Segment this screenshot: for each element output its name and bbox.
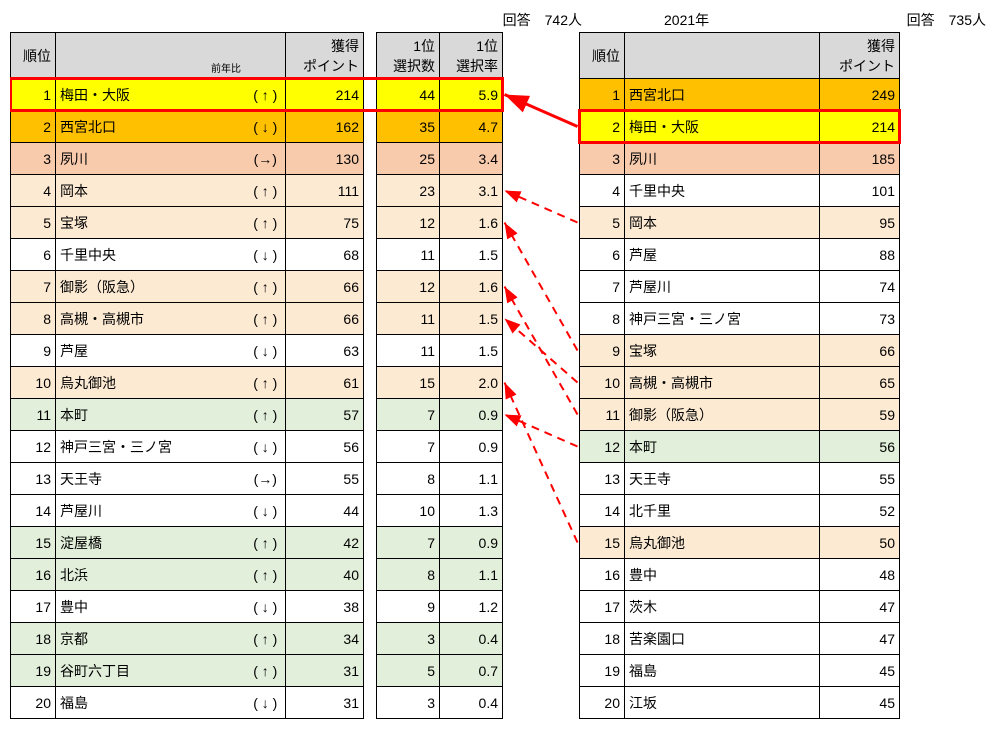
table-row: 13天王寺55 (580, 463, 900, 495)
table-row: 17豊中( ↓ )38 (11, 591, 364, 623)
left-response-count: 回答 742人 (420, 10, 586, 30)
table-row: 4千里中央101 (580, 175, 900, 207)
left-selection-table: 1位選択数 1位選択率 445.9354.7253.4233.1121.6111… (376, 32, 503, 719)
table-row: 19谷町六丁目( ↑ )31 (11, 655, 364, 687)
table-row: 121.6 (377, 271, 503, 303)
table-row: 8高槻・高槻市( ↑ )66 (11, 303, 364, 335)
table-row: 5宝塚( ↑ )75 (11, 207, 364, 239)
table-row: 3夙川185 (580, 143, 900, 175)
table-row: 9芦屋( ↓ )63 (11, 335, 364, 367)
table-row: 70.9 (377, 431, 503, 463)
table-row: 70.9 (377, 399, 503, 431)
table-row: 4岡本( ↑ )111 (11, 175, 364, 207)
table-row: 17茨木47 (580, 591, 900, 623)
table-row: 20江坂45 (580, 687, 900, 719)
col-points: 獲得ポイント (286, 33, 364, 79)
table-row: 70.9 (377, 527, 503, 559)
table-row: 121.6 (377, 207, 503, 239)
table-row: 15淀屋橋( ↑ )42 (11, 527, 364, 559)
table-row: 2西宮北口( ↓ )162 (11, 111, 364, 143)
col-sel-rate: 1位選択率 (440, 33, 503, 79)
table-row: 1西宮北口249 (580, 79, 900, 111)
table-row: 6芦屋88 (580, 239, 900, 271)
table-row: 15烏丸御池50 (580, 527, 900, 559)
col-rank-r: 順位 (580, 33, 625, 79)
col-points-r: 獲得ポイント (820, 33, 900, 79)
table-row: 445.9 (377, 79, 503, 111)
table-row: 8神戸三宮・三ノ宮73 (580, 303, 900, 335)
table-row: 50.7 (377, 655, 503, 687)
table-row: 11本町( ↑ )57 (11, 399, 364, 431)
table-row: 14芦屋川( ↓ )44 (11, 495, 364, 527)
right-response-count: 回答 735人 (860, 10, 990, 30)
table-row: 2梅田・大阪214 (580, 111, 900, 143)
col-sel-count: 1位選択数 (377, 33, 440, 79)
table-row: 12本町56 (580, 431, 900, 463)
header-labels: 回答 742人 2021年 回答 735人 (10, 10, 990, 30)
table-row: 9宝塚66 (580, 335, 900, 367)
table-row: 3夙川(→)130 (11, 143, 364, 175)
col-name-sub: 前年比 (211, 60, 241, 75)
table-row: 14北千里52 (580, 495, 900, 527)
table-row: 30.4 (377, 623, 503, 655)
table-row: 111.5 (377, 335, 503, 367)
table-row: 10高槻・高槻市65 (580, 367, 900, 399)
col-rank: 順位 (11, 33, 56, 79)
table-row: 233.1 (377, 175, 503, 207)
table-row: 6千里中央( ↓ )68 (11, 239, 364, 271)
right-ranking-table: 順位 獲得ポイント 1西宮北口2492梅田・大阪2143夙川1854千里中央10… (579, 32, 900, 719)
table-row: 7御影（阪急）( ↑ )66 (11, 271, 364, 303)
table-row: 20福島( ↓ )31 (11, 687, 364, 719)
table-row: 19福島45 (580, 655, 900, 687)
table-row: 81.1 (377, 559, 503, 591)
table-row: 11御影（阪急）59 (580, 399, 900, 431)
table-row: 101.3 (377, 495, 503, 527)
table-row: 10烏丸御池( ↑ )61 (11, 367, 364, 399)
left-ranking-table: 順位 前年比 獲得ポイント 1梅田・大阪( ↑ )2142西宮北口( ↓ )16… (10, 32, 364, 719)
table-row: 81.1 (377, 463, 503, 495)
ranking-comparison: 回答 742人 2021年 回答 735人 順位 前年比 獲得ポイント 1梅田・… (10, 10, 990, 719)
table-row: 18苦楽園口47 (580, 623, 900, 655)
table-row: 12神戸三宮・三ノ宮( ↓ )56 (11, 431, 364, 463)
table-row: 30.4 (377, 687, 503, 719)
table-row: 16豊中48 (580, 559, 900, 591)
table-row: 18京都( ↑ )34 (11, 623, 364, 655)
table-row: 111.5 (377, 303, 503, 335)
table-row: 7芦屋川74 (580, 271, 900, 303)
table-row: 91.2 (377, 591, 503, 623)
table-row: 16北浜( ↑ )40 (11, 559, 364, 591)
col-name-r (625, 33, 820, 79)
table-row: 152.0 (377, 367, 503, 399)
table-row: 354.7 (377, 111, 503, 143)
col-name: 前年比 (56, 33, 286, 79)
table-row: 1梅田・大阪( ↑ )214 (11, 79, 364, 111)
table-row: 253.4 (377, 143, 503, 175)
table-row: 5岡本95 (580, 207, 900, 239)
year-label: 2021年 (660, 10, 860, 30)
table-row: 111.5 (377, 239, 503, 271)
table-row: 13天王寺(→)55 (11, 463, 364, 495)
